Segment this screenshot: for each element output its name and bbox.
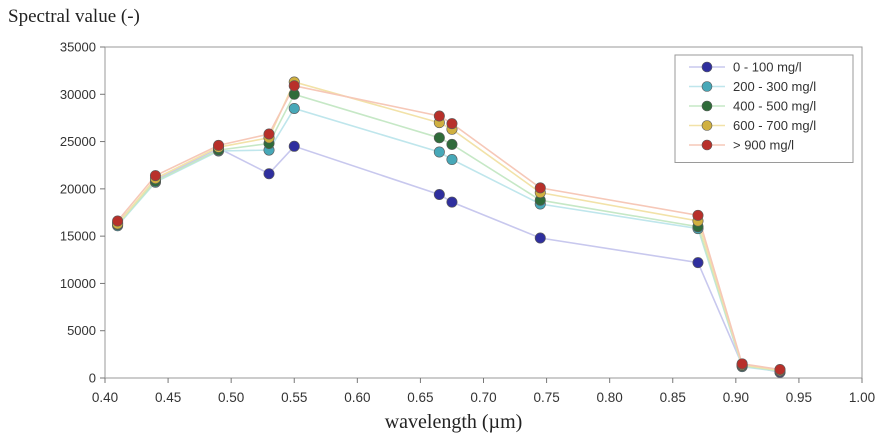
- legend-marker: [701, 139, 713, 151]
- legend-marker: [701, 61, 713, 73]
- x-tick-label: 0.65: [407, 390, 433, 405]
- x-tick-label: 0.90: [723, 390, 749, 405]
- y-tick-label: 25000: [60, 134, 96, 149]
- legend-label: 0 - 100 mg/l: [733, 60, 802, 75]
- data-point: [149, 170, 161, 182]
- x-tick-label: 0.55: [281, 390, 307, 405]
- y-axis-title: Spectral value (-): [8, 6, 140, 27]
- y-tick-label: 10000: [60, 276, 96, 291]
- data-point: [446, 154, 458, 166]
- data-point: [774, 363, 786, 375]
- legend-marker: [701, 100, 713, 112]
- y-tick-label: 30000: [60, 87, 96, 102]
- data-point: [433, 110, 445, 122]
- x-axis-title: wavelength (µm): [384, 411, 523, 433]
- data-point: [534, 182, 546, 194]
- data-point: [433, 132, 445, 144]
- legend-label: 400 - 500 mg/l: [733, 99, 816, 114]
- legend-marker: [701, 81, 713, 92]
- y-tick-label: 15000: [60, 229, 96, 244]
- data-point: [446, 196, 458, 208]
- x-tick-label: 0.45: [155, 390, 181, 405]
- x-tick-label: 0.80: [597, 390, 623, 405]
- y-tick-label: 0: [89, 371, 96, 386]
- data-point: [446, 138, 458, 150]
- x-tick-label: 0.70: [470, 390, 496, 405]
- legend-label: 200 - 300 mg/l: [733, 79, 816, 94]
- series-line: [117, 145, 781, 374]
- data-point: [736, 358, 748, 370]
- data-point: [692, 257, 704, 269]
- y-tick-label: 35000: [60, 40, 96, 55]
- legend: 0 - 100 mg/l 200 - 300 mg/l 400 - 500 mg/l…: [674, 54, 854, 163]
- data-point: [112, 215, 124, 227]
- data-point: [263, 128, 275, 140]
- x-tick-label: 0.50: [218, 390, 244, 405]
- y-tick-label: 20000: [60, 181, 96, 196]
- data-point: [288, 80, 300, 92]
- x-tick-label: 0.95: [786, 390, 812, 405]
- x-tick-label: 0.75: [533, 390, 559, 405]
- data-point: [692, 209, 704, 221]
- data-point: [288, 102, 300, 114]
- data-point: [534, 232, 546, 244]
- x-tick-label: 0.85: [660, 390, 686, 405]
- legend-label: > 900 mg/l: [733, 138, 794, 153]
- data-point: [213, 139, 225, 151]
- x-tick-label: 0.60: [344, 390, 370, 405]
- y-tick-label: 5000: [67, 323, 96, 338]
- data-point: [263, 168, 275, 180]
- data-point: [446, 118, 458, 130]
- legend-marker: [701, 120, 713, 131]
- data-point: [433, 146, 445, 158]
- x-tick-label: 1.00: [849, 390, 875, 405]
- x-tick-label: 0.40: [92, 390, 118, 405]
- data-point: [433, 189, 445, 201]
- legend-label: 600 - 700 mg/l: [733, 118, 816, 133]
- data-point: [288, 140, 300, 152]
